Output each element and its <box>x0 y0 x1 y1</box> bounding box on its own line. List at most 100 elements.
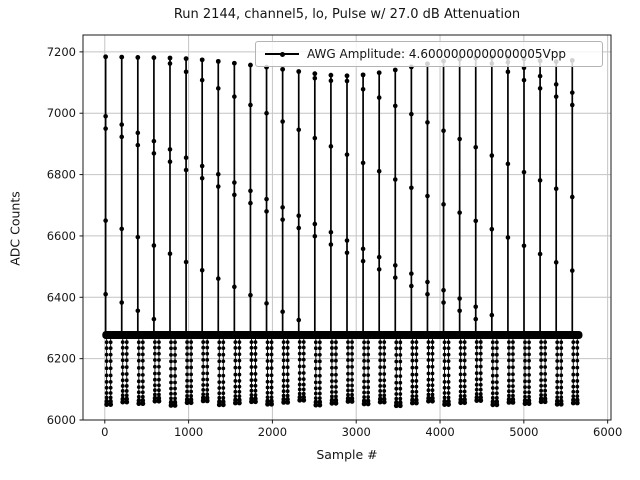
tail-point <box>221 359 226 364</box>
data-point <box>264 209 269 214</box>
tail-point <box>446 340 451 345</box>
tail-point <box>297 357 302 362</box>
tail-point <box>173 374 177 378</box>
tail-point <box>462 384 467 389</box>
tail-point <box>539 371 544 376</box>
tail-point <box>217 386 222 390</box>
tail-point <box>430 345 435 350</box>
legend-line-dot-marker <box>265 49 299 59</box>
tail-bottom-point <box>329 398 335 403</box>
data-point <box>248 292 253 298</box>
tail-point <box>205 357 210 362</box>
tail-point <box>398 340 403 345</box>
tail-point <box>458 393 463 398</box>
tail-point <box>382 345 387 350</box>
tail-point <box>511 340 515 345</box>
tail-bottom-point <box>365 398 371 404</box>
tail-point <box>442 385 447 390</box>
data-point <box>151 138 157 144</box>
tail-point <box>490 346 495 351</box>
tail-point <box>330 346 334 350</box>
tail-point <box>523 352 527 357</box>
tail-point <box>446 395 451 400</box>
pulse-peak-point <box>296 69 302 74</box>
tail-point <box>346 358 350 362</box>
tail-point <box>157 358 161 362</box>
data-point <box>537 178 543 183</box>
tail-point <box>382 384 387 388</box>
tail-bottom-point <box>394 400 399 405</box>
tail-point <box>313 366 318 371</box>
tail-point <box>140 379 145 384</box>
data-point <box>103 291 108 297</box>
data-point <box>312 75 318 81</box>
tail-point <box>362 390 366 395</box>
tail-point <box>571 340 576 345</box>
tail-point <box>189 393 194 398</box>
tail-point <box>120 365 125 370</box>
tail-point <box>253 393 258 397</box>
tail-point <box>221 346 226 351</box>
tail-point <box>539 378 544 383</box>
y-tick-label: 6000 <box>47 413 76 427</box>
tail-bottom-point <box>554 399 560 404</box>
tail-point <box>265 359 270 363</box>
tail-point <box>350 371 354 376</box>
tail-point <box>217 373 222 378</box>
data-point <box>119 300 125 305</box>
tail-point <box>398 380 403 385</box>
tail-point <box>474 382 479 387</box>
tail-point <box>543 371 548 376</box>
tail-point <box>313 380 318 385</box>
tail-point <box>249 393 254 397</box>
tail-point <box>555 359 560 363</box>
data-point <box>232 94 237 99</box>
tail-point <box>575 346 580 350</box>
tail-point <box>169 374 173 378</box>
tail-point <box>233 384 238 389</box>
tail-bottom-point <box>217 399 222 405</box>
data-point <box>135 308 141 314</box>
tail-point <box>205 383 210 387</box>
tail-point <box>189 378 194 383</box>
tail-point <box>539 345 544 350</box>
tail-point <box>313 386 318 391</box>
tail-point <box>559 395 564 400</box>
tail-bottom-point <box>200 395 206 401</box>
tail-point <box>169 396 173 401</box>
tail-point <box>494 386 499 390</box>
pulse-peak-point <box>183 56 189 62</box>
tail-point <box>414 365 419 370</box>
tail-point <box>173 352 177 357</box>
tail-point <box>265 379 270 384</box>
data-point <box>183 259 189 265</box>
data-point <box>344 238 350 243</box>
data-point <box>296 225 302 231</box>
tail-point <box>265 340 270 345</box>
tail-point <box>458 340 463 345</box>
tail-point <box>394 374 399 379</box>
tail-point <box>237 372 242 377</box>
tail-point <box>285 365 290 370</box>
data-point <box>328 242 334 247</box>
tail-point <box>507 378 511 383</box>
tail-point <box>539 393 544 397</box>
tail-point <box>253 345 258 350</box>
tail-point <box>490 386 495 390</box>
tail-point <box>108 352 113 357</box>
tail-bottom-point <box>377 396 383 402</box>
data-point <box>392 263 398 268</box>
tail-point <box>253 378 258 383</box>
tail-bottom-point <box>317 399 323 405</box>
tail-point <box>104 346 109 351</box>
tail-point <box>313 396 318 400</box>
tail-point <box>297 340 302 344</box>
tail-point <box>104 359 109 364</box>
tail-point <box>430 388 435 393</box>
tail-point <box>378 365 383 370</box>
tail-point <box>478 371 483 376</box>
tail-point <box>249 352 254 356</box>
tail-point <box>494 366 499 371</box>
tail-point <box>334 352 338 357</box>
tail-point <box>446 346 451 351</box>
